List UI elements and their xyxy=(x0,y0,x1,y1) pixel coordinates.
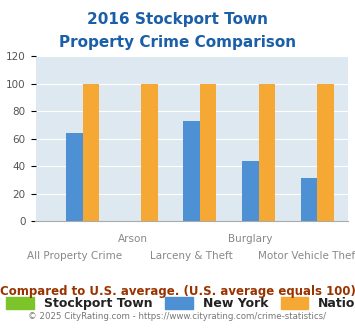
Bar xyxy=(301,179,317,221)
Bar xyxy=(184,121,200,221)
Text: 2016 Stockport Town: 2016 Stockport Town xyxy=(87,12,268,26)
Legend: Stockport Town, New York, National: Stockport Town, New York, National xyxy=(6,297,355,310)
Text: Compared to U.S. average. (U.S. average equals 100): Compared to U.S. average. (U.S. average … xyxy=(0,285,355,298)
Bar xyxy=(66,133,83,221)
Bar xyxy=(83,83,99,221)
Text: Motor Vehicle Theft: Motor Vehicle Theft xyxy=(258,251,355,261)
Bar xyxy=(141,83,158,221)
Text: Larceny & Theft: Larceny & Theft xyxy=(150,251,233,261)
Bar xyxy=(242,161,258,221)
Bar xyxy=(317,83,334,221)
Text: © 2025 CityRating.com - https://www.cityrating.com/crime-statistics/: © 2025 CityRating.com - https://www.city… xyxy=(28,312,327,321)
Bar xyxy=(200,83,216,221)
Text: All Property Crime: All Property Crime xyxy=(27,251,122,261)
Text: Burglary: Burglary xyxy=(228,234,273,244)
Text: Property Crime Comparison: Property Crime Comparison xyxy=(59,35,296,50)
Text: Arson: Arson xyxy=(118,234,148,244)
Bar xyxy=(258,83,275,221)
